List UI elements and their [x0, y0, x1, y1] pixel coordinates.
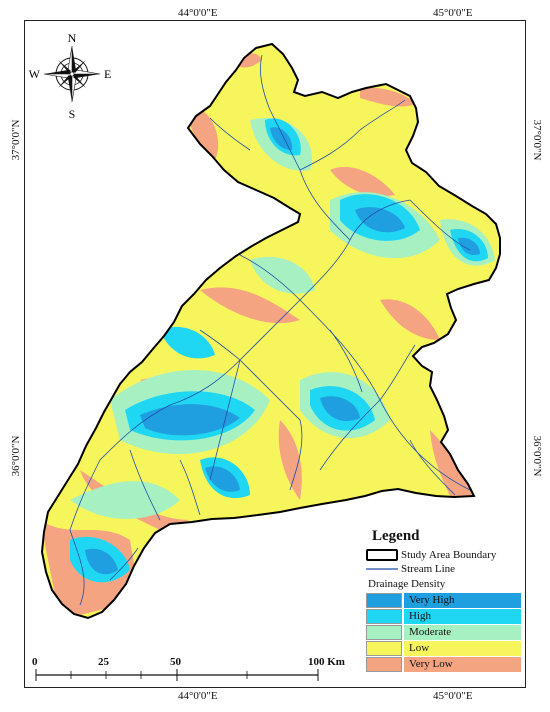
stream-line: [409, 439, 456, 496]
legend-class-row: High: [366, 608, 521, 624]
north-arrow-icon: N S E W: [29, 31, 112, 121]
compass-s-label: S: [69, 107, 76, 121]
stream-line: [299, 99, 406, 171]
stream-line: [209, 359, 241, 481]
compass-n-label: N: [68, 31, 77, 45]
zone-very-low: [200, 287, 300, 324]
stream-line: [260, 54, 271, 111]
legend-row-stream: Stream Line: [366, 562, 521, 576]
class-label-high: High: [404, 608, 521, 624]
stream-line: [129, 449, 161, 521]
zone-high: [160, 326, 215, 359]
zone-very-low: [380, 299, 440, 340]
legend-drainage-heading: Drainage Density: [368, 578, 446, 590]
legend-class-row: Very Low: [366, 656, 521, 672]
stream-line: [239, 359, 303, 491]
lon-label-bottom-44: 44°0'0"E: [178, 690, 218, 702]
scale-label-50: 50: [170, 656, 181, 668]
stream-line: [199, 329, 241, 361]
legend-class-row: Very High: [366, 592, 521, 608]
scale-label-0: 0: [32, 656, 38, 668]
zone-moderate: [250, 256, 315, 294]
zone-very-high: [205, 466, 240, 492]
legend-row-boundary: Study Area Boundary: [366, 548, 521, 562]
stream-line: [239, 254, 471, 491]
zone-very-low: [330, 166, 395, 197]
stream-line: [69, 529, 85, 606]
class-swatch-very-high: [366, 592, 402, 608]
zone-very-high: [320, 396, 360, 422]
legend-class-row: Moderate: [366, 624, 521, 640]
scale-label-25: 25: [98, 656, 109, 668]
class-swatch-low: [366, 640, 402, 656]
stream-line: [69, 404, 171, 531]
stream-line: [409, 199, 471, 251]
scale-bar: [35, 669, 319, 681]
class-label-very-high: Very High: [404, 592, 521, 608]
lon-label-bottom-45: 45°0'0"E: [433, 690, 473, 702]
class-label-moderate: Moderate: [404, 624, 521, 640]
class-swatch-moderate: [366, 624, 402, 640]
zone-very-high: [85, 548, 118, 575]
compass-w-label: W: [29, 67, 41, 81]
legend-class-row: Low: [366, 640, 521, 656]
class-swatch-very-low: [366, 656, 402, 672]
stream-network: [69, 54, 471, 606]
zone-very-high: [140, 404, 240, 436]
class-label-very-low: Very Low: [404, 656, 521, 672]
zone-very-low: [186, 108, 219, 160]
compass-e-label: E: [104, 67, 111, 81]
legend-title: Legend: [372, 528, 420, 544]
stream-line: [209, 117, 251, 151]
map-legend: Legend Study Area Boundary Stream Line D…: [366, 528, 521, 672]
class-swatch-high: [366, 608, 402, 624]
lon-label-top-44: 44°0'0"E: [178, 7, 218, 19]
scale-label-100: 100 Km: [308, 656, 345, 668]
zone-very-low: [278, 420, 302, 500]
stream-line: [319, 399, 381, 471]
boundary-symbol-icon: [366, 549, 398, 561]
stream-symbol-icon: [366, 568, 398, 570]
stream-line: [379, 344, 416, 401]
legend-stream-label: Stream Line: [401, 563, 456, 575]
zone-very-high: [458, 237, 480, 256]
zone-very-high: [355, 207, 405, 233]
stream-line: [109, 547, 139, 581]
legend-boundary-label: Study Area Boundary: [401, 549, 497, 561]
zone-moderate: [70, 481, 180, 519]
stream-line: [179, 459, 201, 516]
stream-line: [329, 329, 363, 393]
zone-very-high: [270, 127, 293, 150]
stream-line: [269, 109, 351, 241]
zone-very-low: [430, 430, 474, 496]
lon-label-top-45: 45°0'0"E: [433, 7, 473, 19]
class-label-low: Low: [404, 640, 521, 656]
